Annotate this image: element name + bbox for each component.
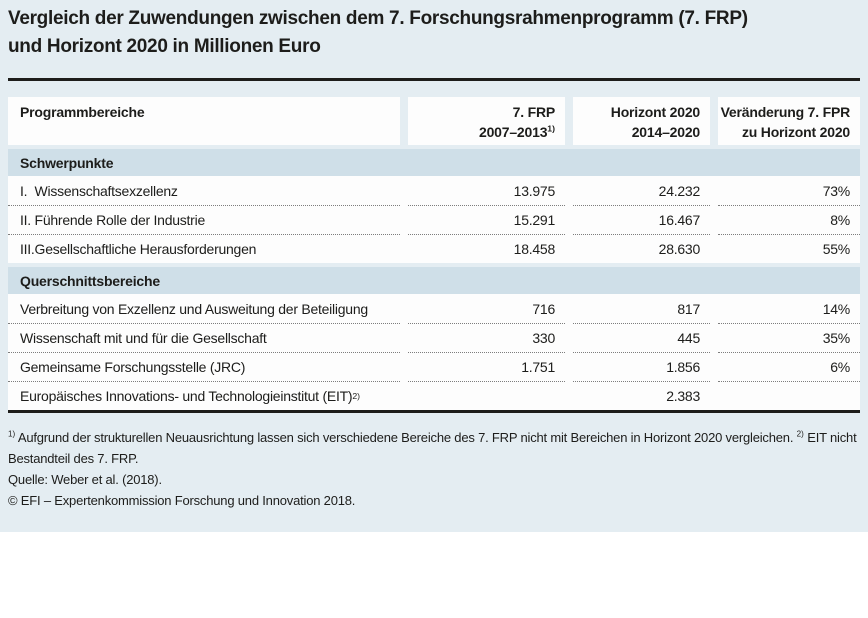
h2020-value: 1.856 — [573, 352, 710, 381]
col-header-line2: zu Horizont 2020 — [741, 124, 850, 140]
change-value: 6% — [718, 352, 860, 381]
column-gap — [710, 294, 718, 323]
section-rows-querschnittsbereiche: Verbreitung von Exzellenz und Ausweitung… — [8, 294, 860, 410]
column-gap — [565, 234, 573, 263]
funding-table: Programmbereiche 7. FRP 2007–20131) Hori… — [8, 97, 860, 413]
column-gap — [565, 97, 573, 145]
section-rows-schwerpunkte: I. Wissenschaftsexzellenz 13.975 24.232 … — [8, 176, 860, 263]
change-value: 35% — [718, 323, 860, 352]
table-row: Europäisches Innovations- und Technologi… — [8, 381, 860, 410]
row-label: II. Führende Rolle der Industrie — [8, 205, 400, 234]
table-bottom-rule — [8, 410, 860, 413]
figure-panel: Vergleich der Zuwendungen zwischen dem 7… — [0, 0, 868, 532]
col-header-veraenderung: Veränderung 7. FPR zu Horizont 2020 — [718, 97, 860, 145]
col-header-programmbereiche: Programmbereiche — [8, 97, 400, 145]
column-gap — [565, 205, 573, 234]
h2020-value: 817 — [677, 300, 700, 317]
col-header-line1: Horizont 2020 — [610, 104, 700, 120]
section-heading-schwerpunkte: Schwerpunkte — [8, 149, 860, 176]
frp-value — [408, 381, 565, 410]
h2020-value: 16.467 — [573, 205, 710, 234]
column-gap — [710, 381, 718, 410]
column-gap — [710, 205, 718, 234]
table-row: Verbreitung von Exzellenz und Ausweitung… — [8, 294, 860, 323]
col-header-line2: 2014–2020 — [631, 124, 700, 140]
footnote-line: 1) Aufgrund der strukturellen Neuausrich… — [8, 427, 860, 469]
change-value: 14% — [822, 300, 851, 317]
column-gap — [710, 323, 718, 352]
figure-title: Vergleich der Zuwendungen zwischen dem 7… — [8, 8, 748, 57]
table-row: Gemeinsame Forschungsstelle (JRC) 1.751 … — [8, 352, 860, 381]
column-gap — [710, 176, 718, 205]
h2020-value: 24.232 — [658, 182, 701, 199]
change-value — [718, 381, 860, 410]
frp-value: 1.751 — [408, 352, 565, 381]
row-label: Gemeinsame Forschungsstelle (JRC) — [8, 352, 400, 381]
frp-value: 716 — [532, 300, 555, 317]
frp-value: 13.975 — [513, 182, 556, 199]
col-header-label: Programmbereiche — [20, 104, 145, 120]
footnote-ref-1: 1) — [547, 123, 555, 134]
col-header-line1: Veränderung 7. FPR — [720, 104, 851, 120]
column-gap — [710, 352, 718, 381]
col-header-line1: 7. FRP — [512, 104, 556, 120]
h2020-value: 2.383 — [573, 381, 710, 410]
column-gap — [400, 352, 408, 381]
frp-value: 18.458 — [408, 234, 565, 263]
source-line: Quelle: Weber et al. (2018). — [8, 472, 162, 487]
figure-footer: 1) Aufgrund der strukturellen Neuausrich… — [8, 427, 860, 511]
table-header-row: Programmbereiche 7. FRP 2007–20131) Hori… — [8, 97, 860, 145]
footnote-2-text: EIT nicht Bestandteil des 7. FRP. — [8, 430, 857, 466]
row-label: Verbreitung von Exzellenz und Ausweitung… — [20, 300, 368, 317]
footnote-1-marker: 1) — [8, 429, 16, 439]
column-gap — [565, 176, 573, 205]
footnote-1-text: Aufgrund der strukturellen Neuausrichtun… — [15, 430, 797, 445]
copyright-line: © EFI – Expertenkommission Forschung und… — [8, 493, 356, 508]
change-value: 73% — [822, 182, 851, 199]
h2020-value: 28.630 — [573, 234, 710, 263]
column-gap — [400, 323, 408, 352]
column-gap — [710, 97, 718, 145]
col-header-line2: 2007–20131) — [479, 123, 555, 140]
row-label: III.Gesellschaftliche Herausforderungen — [8, 234, 400, 263]
h2020-value: 445 — [573, 323, 710, 352]
table-row: III.Gesellschaftliche Herausforderungen … — [8, 234, 860, 263]
title-rule — [8, 78, 860, 81]
row-label: Wissenschaft mit und für die Gesellschaf… — [8, 323, 400, 352]
column-gap — [565, 294, 573, 323]
column-gap — [565, 323, 573, 352]
table-row: I. Wissenschaftsexzellenz 13.975 24.232 … — [8, 176, 860, 205]
column-gap — [400, 176, 408, 205]
column-gap — [710, 234, 718, 263]
table-row: II. Führende Rolle der Industrie 15.291 … — [8, 205, 860, 234]
column-gap — [400, 381, 408, 410]
frp-value: 15.291 — [408, 205, 565, 234]
column-gap — [400, 97, 408, 145]
col-header-frp: 7. FRP 2007–20131) — [408, 97, 565, 145]
col-header-horizont2020: Horizont 2020 2014–2020 — [573, 97, 710, 145]
column-gap — [400, 294, 408, 323]
column-gap — [400, 234, 408, 263]
column-gap — [565, 352, 573, 381]
change-value: 55% — [718, 234, 860, 263]
section-heading-querschnittsbereiche: Querschnittsbereiche — [8, 267, 860, 294]
row-label: Europäisches Innovations- und Technologi… — [8, 381, 400, 410]
frp-value: 330 — [408, 323, 565, 352]
footnote-2-marker: 2) — [796, 429, 804, 439]
column-gap — [400, 205, 408, 234]
column-gap — [565, 381, 573, 410]
change-value: 8% — [718, 205, 860, 234]
row-label: I. Wissenschaftsexzellenz — [20, 182, 178, 199]
table-row: Wissenschaft mit und für die Gesellschaf… — [8, 323, 860, 352]
